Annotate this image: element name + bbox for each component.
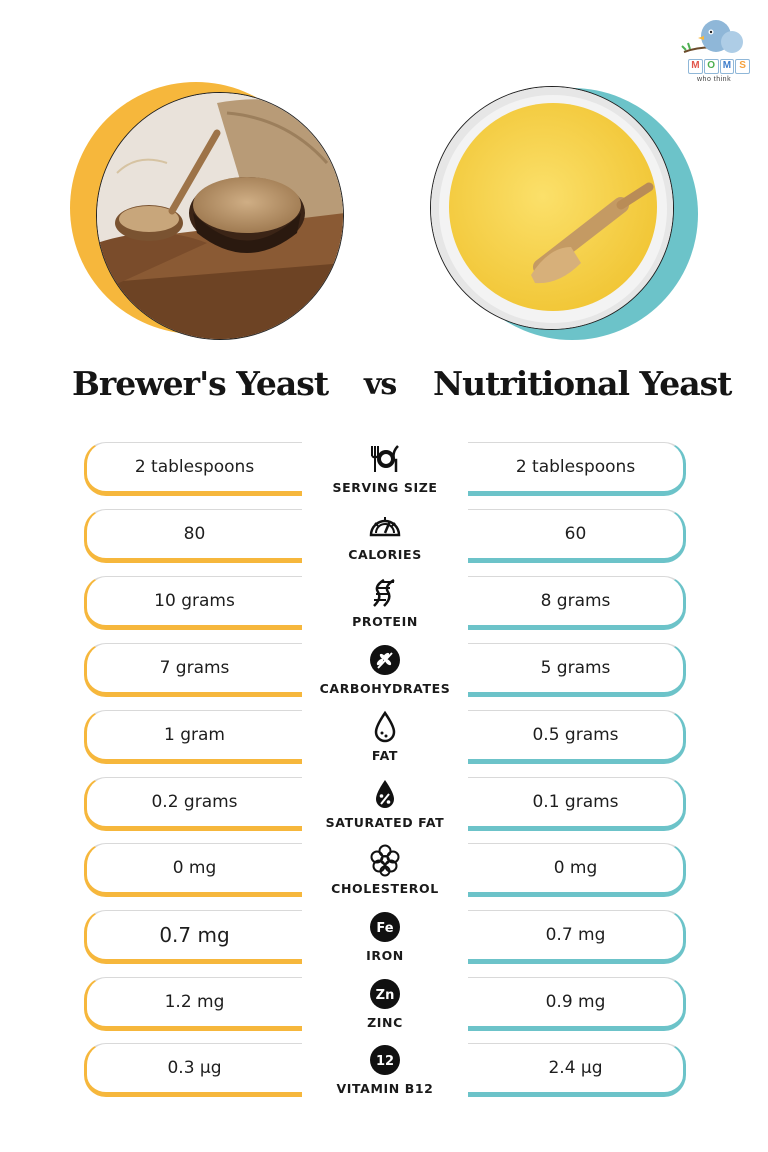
- b12-icon-text: 12: [376, 1054, 394, 1069]
- brewers-yeast-photo: [96, 92, 344, 340]
- brewers-value: 2 tablespoons: [84, 442, 302, 496]
- nutrient-label: SERVING SIZE: [332, 480, 438, 495]
- nutrient-label: PROTEIN: [352, 614, 418, 629]
- logo-letter: O: [703, 59, 719, 74]
- nutritional-value: 2.4 µg: [468, 1043, 686, 1097]
- percent-drop-icon: [376, 780, 394, 808]
- nutritional-value: 5 grams: [468, 643, 686, 697]
- nutrition-row-fat: 1 gram FAT 0.5 grams: [0, 710, 768, 770]
- nutritional-value: 2 tablespoons: [468, 442, 686, 496]
- nutritional-value: 0 mg: [468, 843, 686, 897]
- logo-letter: S: [735, 59, 750, 74]
- b12-icon: 12: [370, 1045, 400, 1075]
- nutrient-label: CALORIES: [348, 547, 422, 562]
- brewers-value: 7 grams: [84, 643, 302, 697]
- bird-logo-icon: [681, 20, 743, 53]
- nutrition-row-iron: 0.7 mg Fe IRON 0.7 mg: [0, 910, 768, 970]
- nutrient-header: Zn ZINC: [310, 977, 460, 1037]
- nutrition-row-cholesterol: 0 mg CHOLESTEROL 0 mg: [0, 843, 768, 903]
- fork-knife-plate-icon: [371, 445, 399, 472]
- wheat-icon: [370, 645, 400, 675]
- nutritional-value: 8 grams: [468, 576, 686, 630]
- nutrition-row-vitamin-b12: 0.3 µg 12 VITAMIN B12 2.4 µg: [0, 1043, 768, 1103]
- nutrient-header: 12 VITAMIN B12: [310, 1043, 460, 1103]
- nutrition-row-calories: 80 CALORIES 60: [0, 509, 768, 569]
- zn-icon-text: Zn: [376, 988, 395, 1003]
- brewers-value: 1.2 mg: [84, 977, 302, 1031]
- nutrient-header: CARBOHYDRATES: [310, 643, 460, 703]
- logo-letters: M O M S: [688, 59, 750, 74]
- fe-icon: Fe: [370, 912, 400, 942]
- nutrition-row-carbohydrates: 7 grams CARBOHYDRATES 5 grams: [0, 643, 768, 703]
- brewers-value: 10 grams: [84, 576, 302, 630]
- nutrient-header: CHOLESTEROL: [310, 843, 460, 903]
- nutritional-value: 0.5 grams: [468, 710, 686, 764]
- brewers-value: 0.7 mg: [84, 910, 302, 964]
- brewers-value: 0 mg: [84, 843, 302, 897]
- brewers-yeast-title: Brewer's Yeast: [72, 364, 329, 403]
- nutrient-label: VITAMIN B12: [336, 1081, 434, 1096]
- logo-letter: M: [719, 59, 735, 74]
- nutrient-label: CARBOHYDRATES: [319, 681, 451, 696]
- nutrient-label: ZINC: [367, 1015, 403, 1030]
- nutritional-yeast-photo: [430, 86, 674, 330]
- nutritional-value: 0.7 mg: [468, 910, 686, 964]
- nutritional-value: 60: [468, 509, 686, 563]
- logo-tagline: who think: [697, 76, 732, 83]
- nutrient-label: FAT: [371, 748, 399, 763]
- nutrient-label: SATURATED FAT: [325, 815, 445, 830]
- comparison-title: Brewer's Yeast vs Nutritional Yeast: [0, 364, 768, 416]
- nutrient-header: CALORIES: [310, 509, 460, 569]
- nutrient-label: IRON: [366, 948, 404, 963]
- brewers-value: 0.2 grams: [84, 777, 302, 831]
- nutrient-label: CHOLESTEROL: [331, 881, 439, 896]
- nutritional-value: 0.1 grams: [468, 777, 686, 831]
- logo-letter: M: [688, 59, 703, 74]
- nutrition-row-saturated-fat: 0.2 grams SATURATED FAT 0.1 grams: [0, 777, 768, 837]
- dna-icon: [373, 578, 395, 607]
- brewers-value: 80: [84, 509, 302, 563]
- nutrient-header: FAT: [310, 710, 460, 770]
- fe-icon-text: Fe: [376, 921, 393, 936]
- nutrition-row-serving-size: 2 tablespoons SERVING SIZE 2 tablespoons: [0, 442, 768, 502]
- nutritional-yeast-title: Nutritional Yeast: [433, 364, 732, 403]
- nutrition-row-protein: 10 grams PROTEIN 8 grams: [0, 576, 768, 636]
- molecule-icon: [370, 844, 400, 877]
- nutrient-header: PROTEIN: [310, 576, 460, 636]
- nutrition-row-zinc: 1.2 mg Zn ZINC 0.9 mg: [0, 977, 768, 1037]
- gauge-icon: [369, 517, 401, 537]
- nutritional-value: 0.9 mg: [468, 977, 686, 1031]
- nutrient-header: Fe IRON: [310, 910, 460, 970]
- nutrient-header: SERVING SIZE: [310, 442, 460, 502]
- brewers-value: 1 gram: [84, 710, 302, 764]
- drop-icon: [374, 710, 396, 743]
- nutrient-header: SATURATED FAT: [310, 777, 460, 837]
- vs-label: vs: [364, 367, 397, 402]
- zn-icon: Zn: [370, 979, 400, 1009]
- brewers-value: 0.3 µg: [84, 1043, 302, 1097]
